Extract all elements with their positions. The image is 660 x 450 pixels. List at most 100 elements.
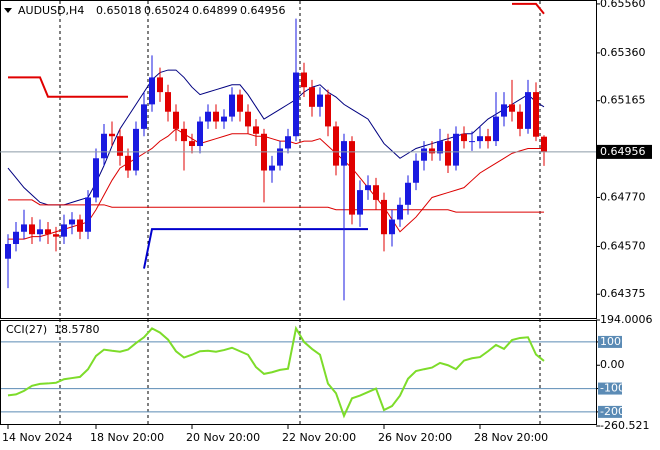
cci-tick-label: 100 [600,335,621,348]
y-tick-label: 0.65360 [600,46,646,59]
candle-body [485,136,491,142]
candle-body [373,185,379,200]
cci-level-box [598,405,622,418]
cci-value: 18.5780 [54,323,100,336]
candle-body [277,148,283,166]
cci-level-box [598,382,622,395]
candle-body [405,182,411,205]
y-tick-label: 0.64375 [600,287,646,300]
ohlc-open: 0.65018 [96,4,142,17]
candle-body [245,111,251,127]
candle-body [533,92,539,137]
candle-body [469,141,475,143]
candle-body [437,141,443,154]
x-tick-label: 28 Nov 20:00 [474,431,548,444]
candle-body [477,136,483,142]
candle-body [69,219,75,225]
y-tick-label: 0.64770 [600,190,646,203]
candle-body [381,199,387,235]
candle-body [293,72,299,137]
candle-body [493,116,499,142]
candle-body [525,92,531,129]
y-tick-label: 0.64570 [600,239,646,252]
candle-body [117,136,123,156]
cci-frame [0,320,597,425]
candle-body [157,77,163,93]
candle-body [397,204,403,220]
candle-body [221,116,227,122]
candle-body [77,219,83,232]
candle-body [357,190,363,215]
candle-body [445,141,451,166]
price-label: 0.64956 [600,145,646,158]
candle-body [453,133,459,166]
cci-tick-label: -100 [600,382,625,395]
ohlc-close: 0.64956 [240,4,286,17]
candle-body [389,219,395,235]
price-box [596,144,652,159]
menu-arrow[interactable] [4,8,12,13]
candle-body [21,224,27,232]
ohlc-low: 0.64899 [192,4,238,17]
cci-line [7,325,545,419]
indicator-line [8,128,544,240]
candle-body [421,148,427,161]
candle-body [141,104,147,129]
candle-body [5,244,11,259]
candle-body [237,94,243,112]
candle-body [13,231,19,245]
candle-body [285,136,291,149]
cci-tick-label: -260.521 [600,419,649,432]
candle-body [365,185,371,191]
candle-body [173,111,179,129]
candle-body [197,121,203,147]
cci-name: CCI(27) [6,323,47,336]
x-tick-label: 14 Nov 2024 [2,431,72,444]
candle-body [181,128,187,142]
ohlc-high: 0.65024 [144,4,190,17]
candle-body [205,111,211,122]
candle-body [45,229,51,235]
candle-body [85,197,91,232]
cci-tick-label: -200 [600,405,625,418]
cci-level-box [598,335,622,348]
candle-body [429,148,435,154]
candle-body [101,133,107,159]
candle-body [269,165,275,171]
candle-body [29,224,35,235]
candle-body [501,104,507,117]
candle-body [461,133,467,142]
candle-body [413,160,419,183]
x-tick-label: 26 Nov 20:00 [378,431,452,444]
candle-body [149,77,155,105]
y-tick-label: 0.65165 [600,94,646,107]
candle-body [341,141,347,166]
candle-body [253,126,259,134]
indicator-line [8,2,545,98]
candle-body [333,126,339,166]
candle-body [109,133,115,137]
y-tick-label: 0.65560 [600,0,646,10]
symbol: AUDUSD,H4 [18,4,84,17]
candle-body [325,94,331,127]
candle-body [509,104,515,112]
candle-body [165,92,171,112]
main-frame [0,0,597,319]
x-tick-label: 20 Nov 20:00 [186,431,260,444]
cci-tick-label: 0.00 [600,358,625,371]
candle-body [93,158,99,198]
candle-body [37,229,43,235]
candle-body [301,72,307,88]
x-tick-label: 22 Nov 20:00 [282,431,356,444]
candle-body [309,87,315,107]
candle-body [317,94,323,107]
x-tick-label: 18 Nov 20:00 [90,431,164,444]
indicator-line [8,199,544,213]
candle-body [61,224,67,237]
indicator-line [143,228,368,269]
candle-body [517,111,523,129]
candle-body [125,155,131,171]
candle-body [53,234,59,237]
